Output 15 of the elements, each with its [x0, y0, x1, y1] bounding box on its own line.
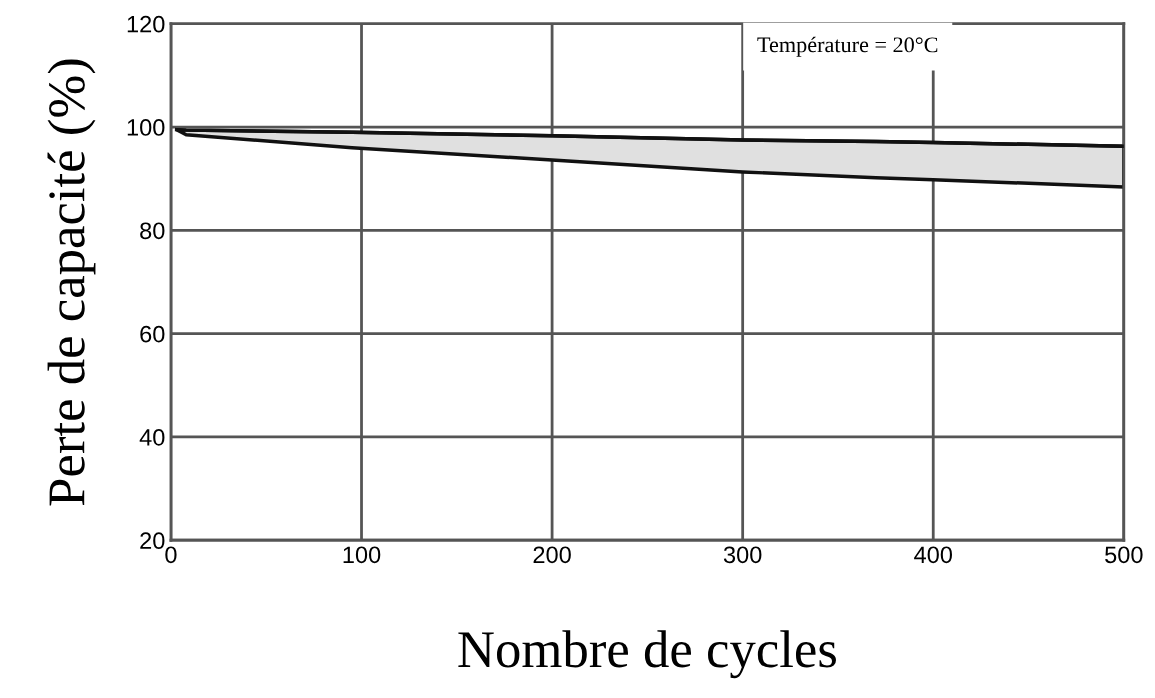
y-axis-title: Perte de capacité (%) [47, 59, 96, 506]
x-axis-title: Nombre de cycles [458, 630, 836, 679]
x-tick-label: 200 [533, 546, 571, 564]
x-tick-label: 0 [165, 546, 177, 564]
y-tick-label: 120 [127, 15, 165, 33]
x-tick-label: 500 [1105, 546, 1143, 564]
annotation: Température = 20°C [757, 36, 938, 57]
y-tick-label: 20 [140, 532, 165, 550]
y-tick-label: 100 [127, 119, 165, 136]
y-tick-label: 40 [139, 429, 165, 446]
y-tick-label: 80 [140, 222, 165, 240]
x-tick-label: 400 [914, 546, 953, 564]
x-tick-label: 300 [723, 546, 762, 564]
x-tick-label: 100 [343, 546, 381, 564]
y-tick-label: 60 [140, 325, 165, 343]
